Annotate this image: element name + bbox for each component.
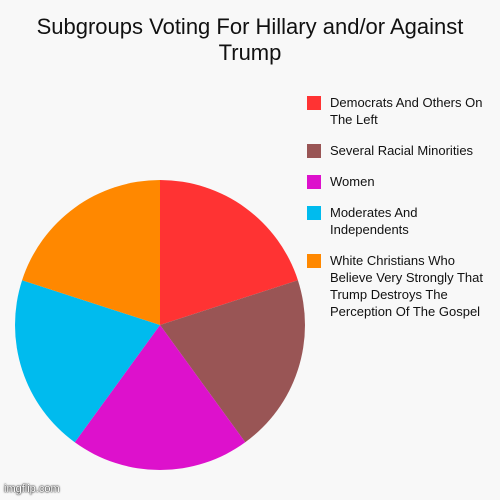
chart-title: Subgroups Voting For Hillary and/or Agai… [36, 14, 464, 65]
legend-item-racial-minorities: Several Racial Minorities [307, 142, 497, 159]
watermark: imgflip.com [4, 483, 60, 495]
legend-swatch [307, 144, 321, 158]
pie-slice-racial-minorities [160, 280, 305, 443]
pie-slices [15, 180, 305, 471]
pie-slice-women [74, 325, 246, 471]
legend-item-moderates: Moderates And Independents [307, 204, 497, 238]
legend-swatch [307, 175, 321, 189]
pie-slice-moderates [15, 280, 160, 443]
legend-swatch [307, 254, 321, 268]
legend-item-democrats: Democrats And Others On The Left [307, 94, 497, 128]
legend-item-white-christians: White Christians Who Believe Very Strong… [307, 252, 497, 320]
legend-swatch [307, 206, 321, 220]
legend-label: White Christians Who Believe Very Strong… [330, 253, 483, 319]
legend-label: Several Racial Minorities [330, 143, 474, 158]
legend: Democrats And Others On The Left Several… [307, 94, 497, 334]
legend-label: Democrats And Others On The Left [330, 95, 483, 127]
pie-slice-white-christians [22, 180, 160, 325]
legend-swatch [307, 96, 321, 110]
pie-slice-democrats [160, 180, 298, 325]
legend-label: Moderates And Independents [330, 205, 418, 237]
legend-item-women: Women [307, 173, 497, 190]
legend-label: Women [330, 174, 375, 189]
